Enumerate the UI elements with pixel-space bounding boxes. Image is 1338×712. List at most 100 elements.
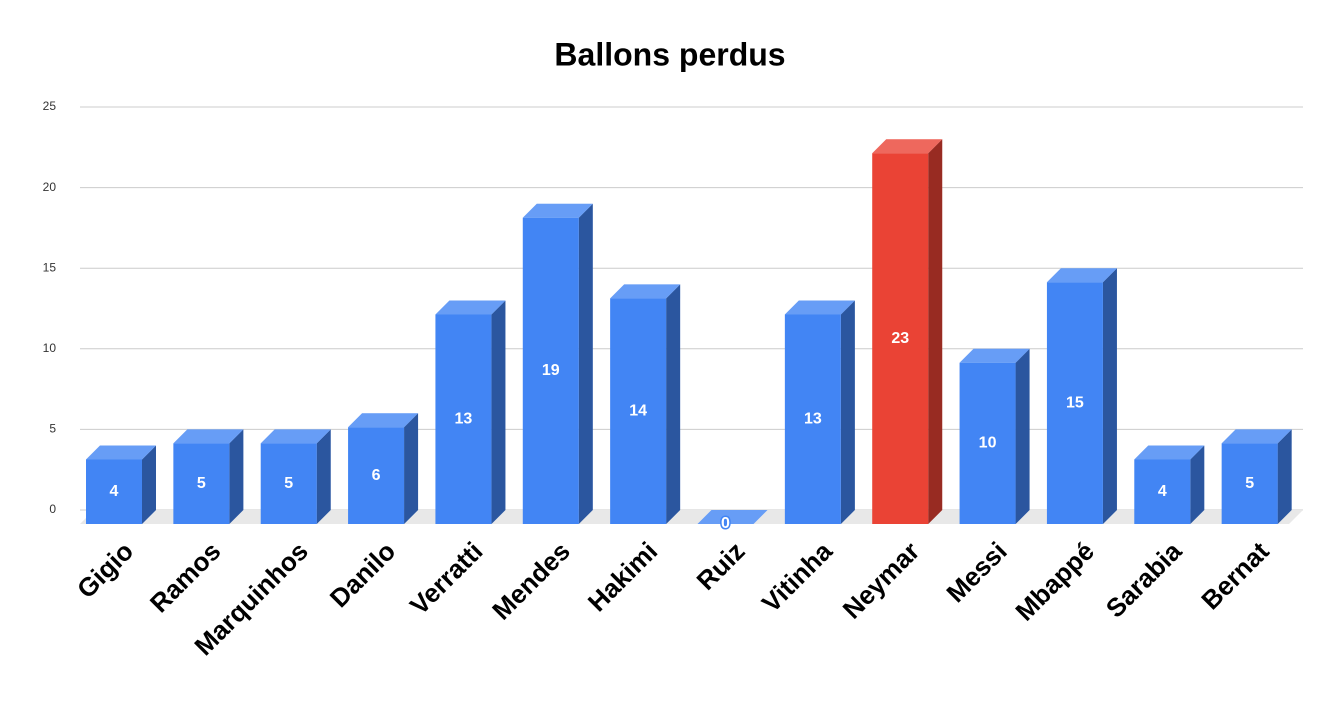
bar-top [697, 510, 768, 524]
bar-top [522, 203, 593, 218]
bar-top-shade [697, 510, 768, 524]
data-label: 4 [1158, 483, 1167, 500]
bar-side-shade [1015, 348, 1030, 524]
bar-top-shade [1221, 429, 1292, 444]
bar-side [316, 429, 331, 524]
chart-title: Ballons perdus [554, 36, 785, 72]
data-label: 14 [629, 402, 647, 419]
data-label: 15 [1066, 394, 1084, 411]
data-label: 0 [721, 515, 730, 532]
bar [86, 445, 156, 524]
bar-front [610, 298, 667, 524]
x-tick-label: Vitinha [756, 536, 839, 619]
bar-front [260, 443, 317, 524]
bar-side-shade [1102, 268, 1117, 524]
bar-top-shade [784, 300, 855, 315]
bar [959, 348, 1030, 524]
x-tick-label: Gigio [71, 536, 139, 604]
bar [173, 429, 244, 524]
data-label: 23 [891, 330, 909, 347]
bar [522, 203, 593, 524]
data-label: 10 [979, 435, 997, 452]
bar-side [928, 139, 943, 525]
bar-top [260, 429, 331, 444]
bar-top [784, 300, 855, 315]
bar [872, 139, 943, 525]
bar-side [1277, 429, 1292, 524]
bar-side [840, 300, 855, 524]
bar [1134, 445, 1205, 524]
bar-side-shade [928, 139, 943, 525]
bar [348, 413, 419, 524]
bar-side-shade [404, 413, 419, 524]
bar-top [1221, 429, 1292, 444]
bar-side [491, 300, 506, 524]
bar-side [142, 445, 156, 524]
bar-top [1046, 268, 1117, 283]
x-tick-label: Verratti [404, 536, 489, 621]
bar-side [1190, 445, 1205, 524]
bar [784, 300, 855, 524]
bar-front [872, 153, 929, 525]
y-tick-label: 5 [49, 422, 56, 436]
bar-top-shade [1046, 268, 1117, 283]
y-tick-label: 10 [43, 341, 57, 355]
bar-top [959, 348, 1030, 363]
bar-top-shade [348, 413, 419, 428]
x-tick-label: Danilo [324, 536, 401, 613]
data-label: 13 [804, 410, 822, 427]
bar-top-shade [959, 348, 1030, 363]
bar-side-shade [666, 284, 681, 524]
data-label: 5 [197, 475, 206, 492]
bar [1046, 268, 1117, 524]
data-label: 4 [110, 483, 119, 500]
bar-front [784, 314, 841, 524]
bar-side-shade [1277, 429, 1292, 524]
y-tick-label: 25 [43, 99, 57, 113]
bar [1221, 429, 1292, 524]
bar [435, 300, 506, 524]
y-tick-label: 15 [43, 260, 57, 274]
bar-side [404, 413, 419, 524]
x-tick-label: Neymar [837, 536, 926, 625]
data-label: 5 [1245, 475, 1254, 492]
bar-front [435, 314, 492, 524]
bar-top [173, 429, 244, 444]
bar-side-shade [1190, 445, 1205, 524]
bar-side-shade [840, 300, 855, 524]
bar-front [173, 443, 230, 524]
bar-top-shade [1134, 445, 1205, 460]
bar-front [348, 427, 405, 524]
x-tick-label: Ruiz [691, 536, 751, 596]
bar-front [959, 362, 1016, 524]
x-tick-label: Messi [940, 536, 1012, 608]
bar-side-shade [229, 429, 244, 524]
x-tick-label: Mendes [486, 536, 576, 626]
bar-top [348, 413, 419, 428]
x-tick-label: Sarabia [1100, 536, 1188, 624]
bar-top [435, 300, 506, 315]
x-tick-label: Hakimi [582, 536, 664, 618]
x-tick-label: Mbappé [1009, 536, 1100, 627]
bar-top [872, 139, 943, 154]
bar-side-shade [578, 203, 593, 524]
bar [610, 284, 681, 524]
bar-side [1102, 268, 1117, 524]
bar-front [86, 459, 142, 524]
bar [697, 510, 768, 524]
bar-side [578, 203, 593, 524]
bar-top [1134, 445, 1205, 460]
bar-front [1046, 282, 1103, 524]
bar [260, 429, 331, 524]
bar-top-shade [173, 429, 244, 444]
data-label: 6 [372, 467, 381, 484]
data-label: 13 [455, 410, 473, 427]
x-tick-label: Ramos [144, 536, 227, 619]
bar-side [229, 429, 244, 524]
x-tick-label: Bernat [1195, 536, 1275, 616]
y-tick-label: 20 [43, 180, 57, 194]
data-label: 19 [542, 362, 560, 379]
bar-side [1015, 348, 1030, 524]
bar-top-shade [260, 429, 331, 444]
